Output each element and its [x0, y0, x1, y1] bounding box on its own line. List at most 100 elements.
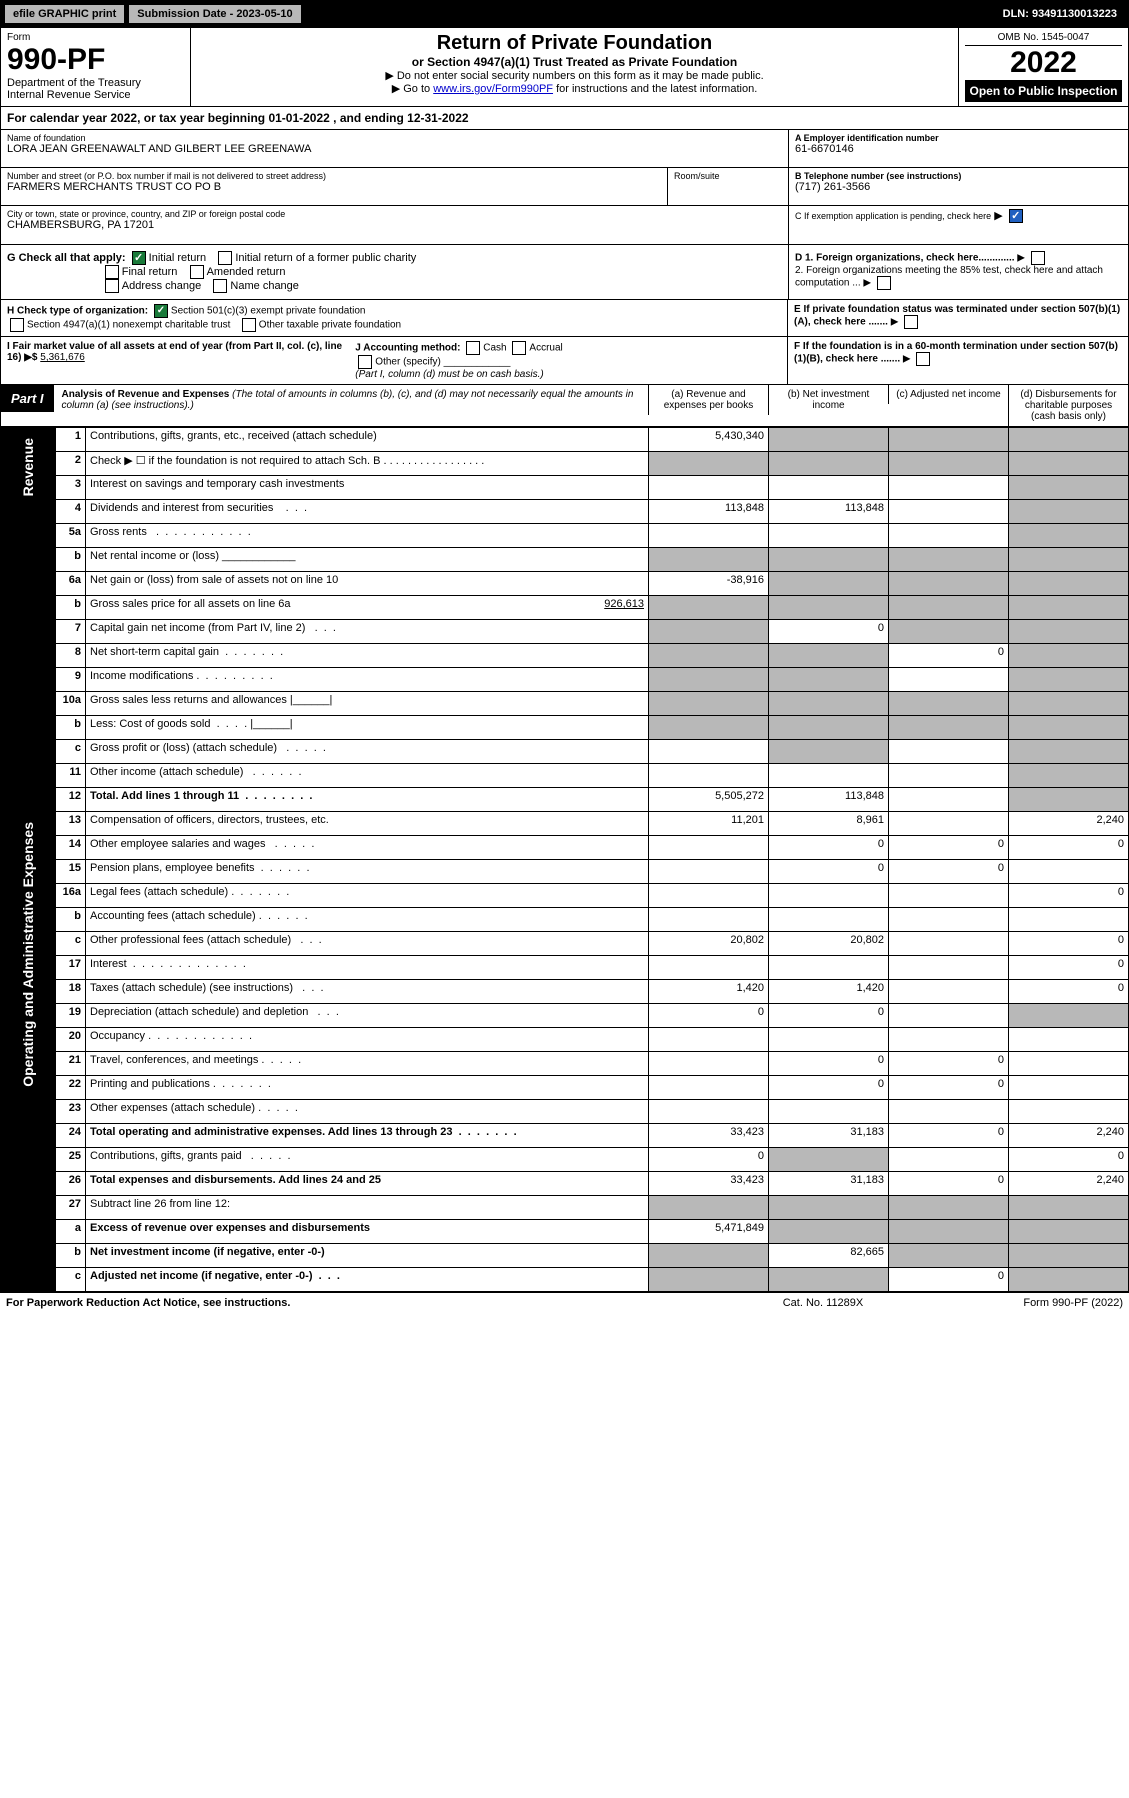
h-501c3-checkbox[interactable]: ✓	[154, 304, 168, 318]
table-row: aExcess of revenue over expenses and dis…	[1, 1220, 1129, 1244]
city-label: City or town, state or province, country…	[7, 209, 782, 219]
topbar: efile GRAPHIC print Submission Date - 20…	[0, 0, 1129, 28]
line-10a: Gross sales less returns and allowances …	[86, 692, 649, 716]
table-row: 8Net short-term capital gain . . . . . .…	[1, 644, 1129, 668]
j-other-checkbox[interactable]	[358, 355, 372, 369]
phone-row: B Telephone number (see instructions) (7…	[789, 168, 1128, 206]
h-opt3: Other taxable private foundation	[259, 320, 401, 331]
calendar-year: For calendar year 2022, or tax year begi…	[0, 107, 1129, 130]
g-opt-4: Address change	[122, 280, 202, 292]
table-row: 19Depreciation (attach schedule) and dep…	[1, 1004, 1129, 1028]
j-cash-checkbox[interactable]	[466, 341, 480, 355]
table-row: 2Check ▶ ☐ if the foundation is not requ…	[1, 452, 1129, 476]
line-26: Total expenses and disbursements. Add li…	[86, 1172, 649, 1196]
line-15: Pension plans, employee benefits . . . .…	[86, 860, 649, 884]
line-1: Contributions, gifts, grants, etc., rece…	[86, 428, 649, 452]
h-other-checkbox[interactable]	[242, 318, 256, 332]
g-initial-checkbox[interactable]: ✓	[132, 251, 146, 265]
submission-date: Submission Date - 2023-05-10	[129, 5, 300, 23]
part1-tag: Part I	[1, 385, 54, 412]
room-label: Room/suite	[674, 171, 782, 181]
form-subtitle: or Section 4947(a)(1) Trust Treated as P…	[197, 55, 952, 69]
table-row: 25Contributions, gifts, grants paid . . …	[1, 1148, 1129, 1172]
h-opt2: Section 4947(a)(1) nonexempt charitable …	[27, 320, 230, 331]
g-addrchg-checkbox[interactable]	[105, 279, 119, 293]
irs-link[interactable]: www.irs.gov/Form990PF	[433, 83, 553, 95]
room-cell: Room/suite	[668, 168, 788, 205]
table-row: 6aNet gain or (loss) from sale of assets…	[1, 572, 1129, 596]
d1: D 1. Foreign organizations, check here..…	[795, 253, 1015, 264]
form-number: 990-PF	[7, 43, 184, 77]
header-center: Return of Private Foundation or Section …	[191, 28, 958, 106]
table-row: 7Capital gain net income (from Part IV, …	[1, 620, 1129, 644]
table-row: 4Dividends and interest from securities …	[1, 500, 1129, 524]
c-row: C If exemption application is pending, c…	[789, 206, 1128, 244]
table-row: 27Subtract line 26 from line 12:	[1, 1196, 1129, 1220]
footer: For Paperwork Reduction Act Notice, see …	[0, 1292, 1129, 1313]
table-row: bLess: Cost of goods sold . . . . |_____…	[1, 716, 1129, 740]
e-checkbox[interactable]	[904, 315, 918, 329]
col-a: (a) Revenue and expenses per books	[648, 385, 768, 415]
v: 5,430,340	[649, 428, 769, 452]
entity-info: Name of foundation LORA JEAN GREENAWALT …	[0, 130, 1129, 245]
phone-label: B Telephone number (see instructions)	[795, 171, 1122, 181]
g-final-checkbox[interactable]	[105, 265, 119, 279]
i-val: 5,361,676	[40, 352, 85, 363]
line-22: Printing and publications . . . . . . .	[86, 1076, 649, 1100]
table-row: 9Income modifications . . . . . . . . .	[1, 668, 1129, 692]
part1-table: Revenue 1Contributions, gifts, grants, e…	[0, 427, 1129, 1292]
table-row: 23Other expenses (attach schedule) . . .…	[1, 1100, 1129, 1124]
table-row: 18Taxes (attach schedule) (see instructi…	[1, 980, 1129, 1004]
header-left: Form 990-PF Department of the Treasury I…	[1, 28, 191, 106]
efile-btn[interactable]: efile GRAPHIC print	[4, 4, 125, 24]
open-inspection: Open to Public Inspection	[965, 80, 1122, 102]
instr-2: ▶ Go to www.irs.gov/Form990PF for instru…	[197, 82, 952, 95]
line-5b: Net rental income or (loss) ____________	[86, 548, 649, 572]
j-other: Other (specify)	[375, 357, 441, 368]
table-row: 16aLegal fees (attach schedule) . . . . …	[1, 884, 1129, 908]
revenue-side: Revenue	[1, 428, 56, 812]
table-row: 3Interest on savings and temporary cash …	[1, 476, 1129, 500]
line-6a: Net gain or (loss) from sale of assets n…	[86, 572, 649, 596]
f-checkbox[interactable]	[916, 352, 930, 366]
form-header: Form 990-PF Department of the Treasury I…	[0, 28, 1129, 107]
h-row: H Check type of organization: ✓Section 5…	[0, 300, 1129, 337]
h-4947-checkbox[interactable]	[10, 318, 24, 332]
dln: DLN: 93491130013223	[995, 5, 1125, 23]
g-opt-5: Name change	[230, 280, 299, 292]
g-former-checkbox[interactable]	[218, 251, 232, 265]
table-row: cAdjusted net income (if negative, enter…	[1, 1268, 1129, 1292]
line-27a: Excess of revenue over expenses and disb…	[86, 1220, 649, 1244]
table-row: 10aGross sales less returns and allowanc…	[1, 692, 1129, 716]
c-checkbox[interactable]: ✓	[1009, 209, 1023, 223]
part1-title: Analysis of Revenue and Expenses	[62, 389, 230, 400]
d1-checkbox[interactable]	[1031, 251, 1045, 265]
g-amended-checkbox[interactable]	[190, 265, 204, 279]
table-row: cOther professional fees (attach schedul…	[1, 932, 1129, 956]
addr-label: Number and street (or P.O. box number if…	[7, 171, 661, 181]
table-row: 24Total operating and administrative exp…	[1, 1124, 1129, 1148]
table-row: 21Travel, conferences, and meetings . . …	[1, 1052, 1129, 1076]
line-6b: Gross sales price for all assets on line…	[86, 596, 649, 620]
table-row: 12Total. Add lines 1 through 11 . . . . …	[1, 788, 1129, 812]
g-opt-1: Initial return of a former public charit…	[235, 252, 416, 264]
line-25: Contributions, gifts, grants paid . . . …	[86, 1148, 649, 1172]
dept: Department of the Treasury	[7, 77, 184, 89]
line-19: Depreciation (attach schedule) and deple…	[86, 1004, 649, 1028]
form-label: Form	[7, 32, 184, 43]
f-label: F If the foundation is in a 60-month ter…	[794, 341, 1118, 365]
table-row: bGross sales price for all assets on lin…	[1, 596, 1129, 620]
line-21: Travel, conferences, and meetings . . . …	[86, 1052, 649, 1076]
col-d: (d) Disbursements for charitable purpose…	[1008, 385, 1128, 426]
table-row: cGross profit or (loss) (attach schedule…	[1, 740, 1129, 764]
line-27b: Net investment income (if negative, ente…	[86, 1244, 649, 1268]
j-accrual-checkbox[interactable]	[512, 341, 526, 355]
d2-checkbox[interactable]	[877, 276, 891, 290]
line-11: Other income (attach schedule) . . . . .…	[86, 764, 649, 788]
g-namechg-checkbox[interactable]	[213, 279, 227, 293]
addr-cell: Number and street (or P.O. box number if…	[1, 168, 668, 205]
line-16a: Legal fees (attach schedule) . . . . . .…	[86, 884, 649, 908]
table-row: 14Other employee salaries and wages . . …	[1, 836, 1129, 860]
ein-label: A Employer identification number	[795, 133, 1122, 143]
g-label: G Check all that apply:	[7, 252, 126, 264]
